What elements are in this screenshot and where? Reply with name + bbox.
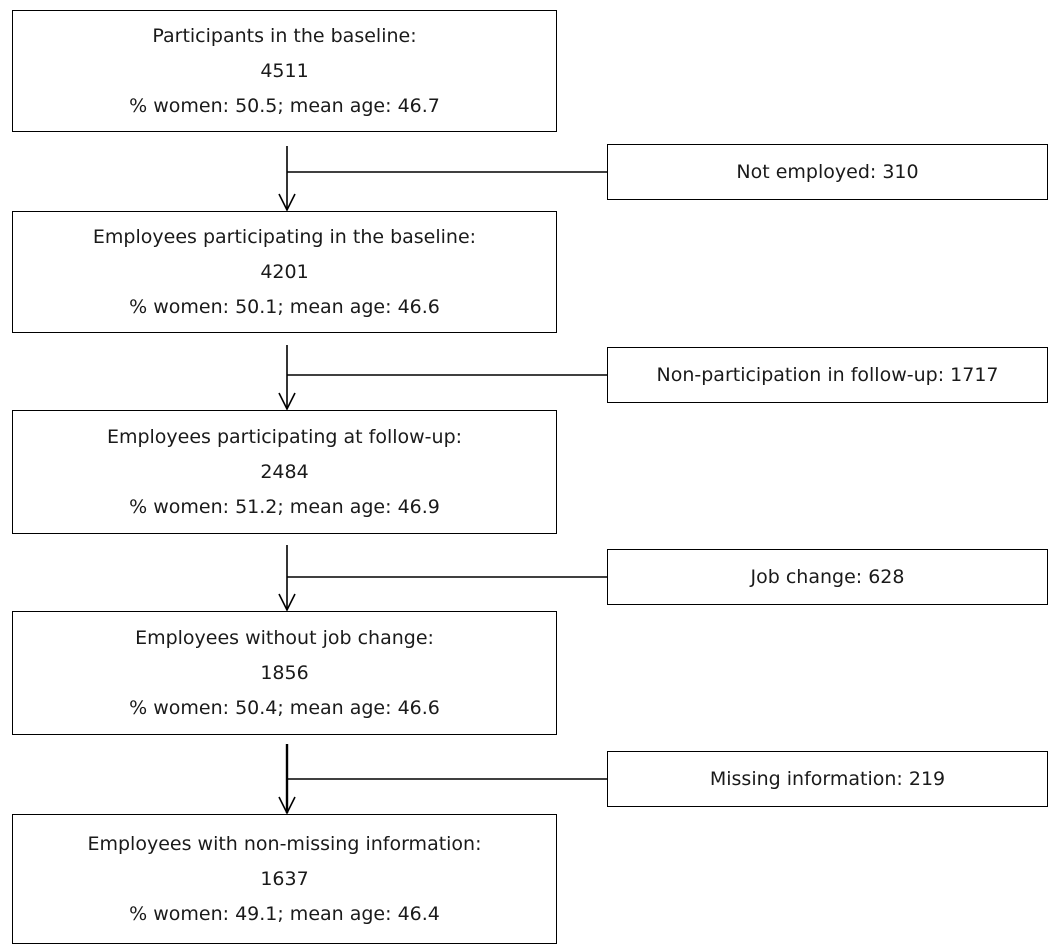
stage-box-non-missing: Employees with non-missing information: … <box>12 814 557 944</box>
exclusion-label: Non-participation in follow-up: 1717 <box>656 364 999 386</box>
stage-count: 2484 <box>260 460 309 483</box>
flow-arrowhead <box>278 796 296 815</box>
stage-box-no-job-change: Employees without job change: 1856 % wom… <box>12 611 557 735</box>
stage-count: 4201 <box>260 260 309 283</box>
stage-count: 1856 <box>260 661 309 684</box>
exclusion-label: Not employed: 310 <box>736 161 919 183</box>
stage-stats: % women: 50.1; mean age: 46.6 <box>129 295 440 318</box>
stage-stats: % women: 50.5; mean age: 46.7 <box>129 94 440 117</box>
stage-stats: % women: 50.4; mean age: 46.6 <box>129 696 440 719</box>
stage-title: Employees without job change: <box>135 626 434 649</box>
stage-box-baseline-employees: Employees participating in the baseline:… <box>12 211 557 333</box>
flow-arrowhead <box>278 392 296 411</box>
exclusion-box-non-participation: Non-participation in follow-up: 1717 <box>607 347 1048 403</box>
stage-count: 1637 <box>260 867 309 890</box>
flow-arrowhead <box>278 193 296 212</box>
exclusion-label: Job change: 628 <box>750 566 905 588</box>
stage-title: Employees with non-missing information: <box>87 832 482 855</box>
stage-title: Employees participating at follow-up: <box>106 425 463 448</box>
stage-stats: % women: 51.2; mean age: 46.9 <box>129 495 440 518</box>
stage-stats: % women: 49.1; mean age: 46.4 <box>129 902 440 925</box>
exclusion-box-missing-information: Missing information: 219 <box>607 751 1048 807</box>
stage-box-baseline-participants: Participants in the baseline: 4511 % wom… <box>12 10 557 132</box>
exclusion-label: Missing information: 219 <box>709 768 946 790</box>
exclusion-box-not-employed: Not employed: 310 <box>607 144 1048 200</box>
stage-title: Employees participating in the baseline: <box>92 225 477 248</box>
stage-box-follow-up-employees: Employees participating at follow-up: 24… <box>12 410 557 534</box>
flow-arrowhead <box>278 593 296 612</box>
stage-count: 4511 <box>260 59 309 82</box>
stage-title: Participants in the baseline: <box>152 24 417 47</box>
exclusion-box-job-change: Job change: 628 <box>607 549 1048 605</box>
